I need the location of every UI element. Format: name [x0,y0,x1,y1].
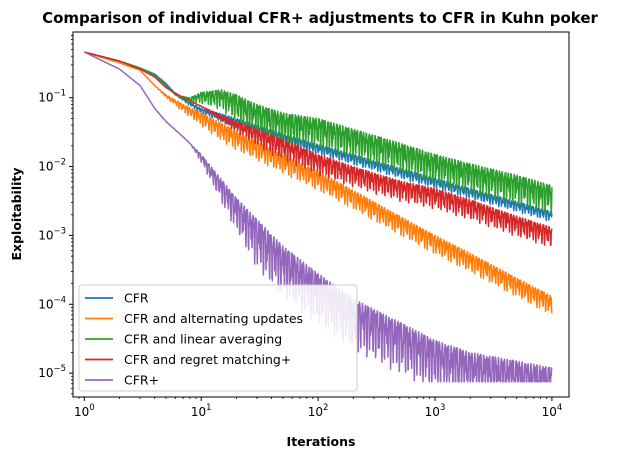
series-line-4 [83,51,553,247]
x-tick-label: 104 [542,403,563,419]
y-tick-label: 10−1 [38,89,66,105]
legend: CFR CFR and alternating updates CFR and li… [78,284,358,392]
legend-entry-label: CFR [124,291,149,306]
y-tick-label: 10−4 [38,295,66,311]
y-tick-label: 10−5 [38,364,66,380]
x-tick-label: 101 [191,403,212,419]
x-tick-label: 103 [425,403,446,419]
legend-entry-label: CFR and regret matching+ [124,352,291,367]
series-line-5 [83,51,553,383]
series-line-3 [83,51,553,216]
legend-entry-label: CFR and alternating updates [124,311,303,326]
x-tick-label: 102 [308,403,329,419]
y-tick-label: 10−3 [38,226,66,242]
y-axis-label: Exploitability [9,167,24,260]
y-tick-label: 10−2 [38,158,66,174]
series-line-2 [83,51,553,314]
plot-area [83,51,553,383]
chart-title: Comparison of individual CFR+ adjustment… [42,9,598,27]
axis-ticks: 100 101 102 103 104 10−5 10−4 10−3 10−2 10−1 [38,35,563,419]
legend-entry-label: CFR and linear averaging [124,332,282,347]
legend-box [78,284,358,392]
x-tick-label: 100 [74,403,95,419]
x-axis-label: Iterations [287,434,356,449]
legend-entry-label: CFR+ [124,373,159,388]
